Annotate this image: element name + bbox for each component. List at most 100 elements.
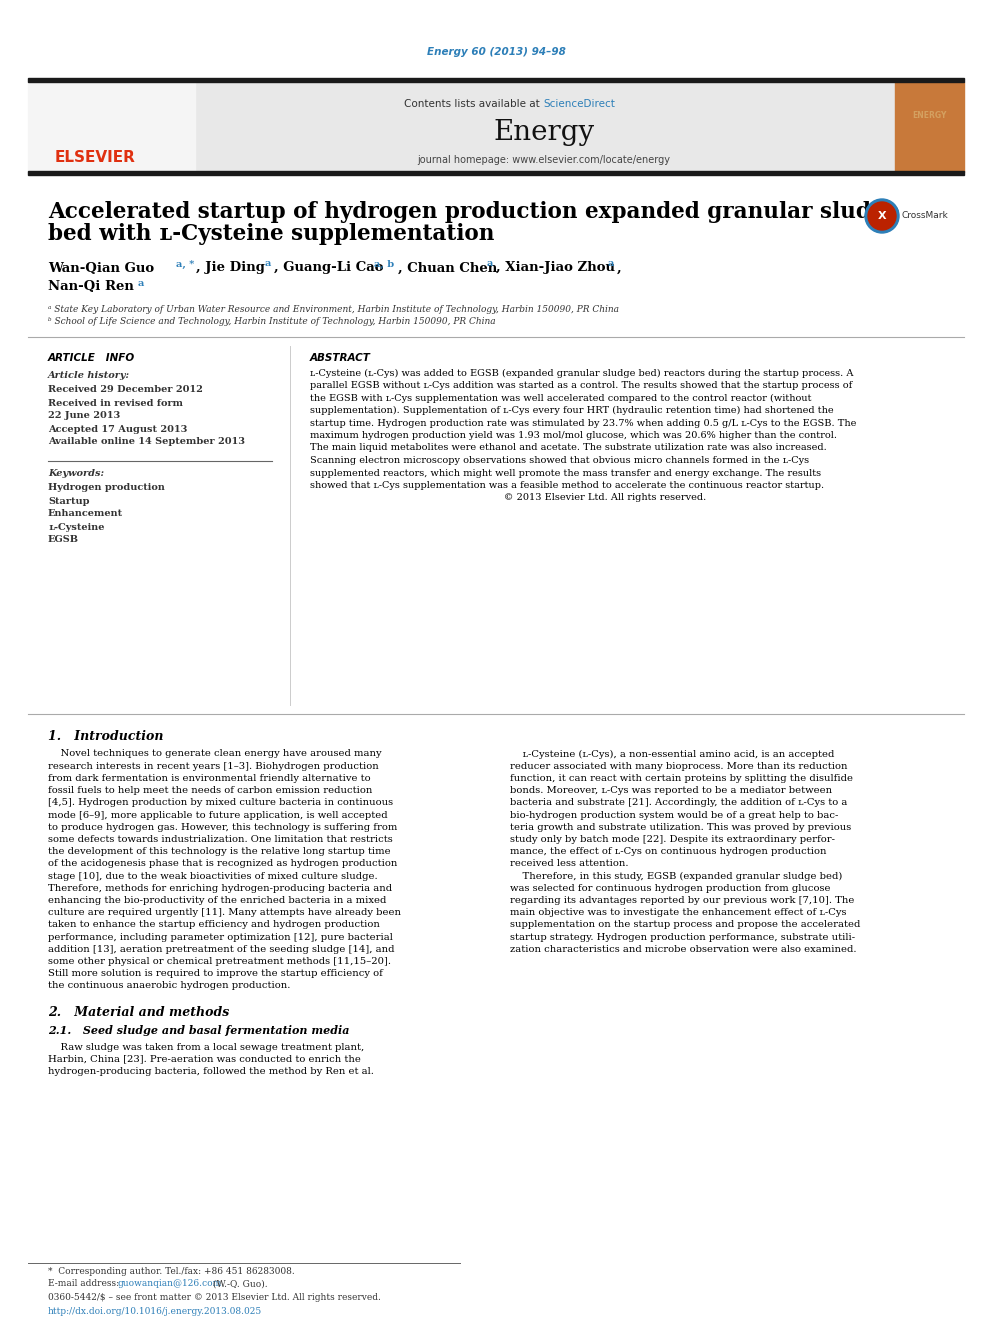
Text: ARTICLE   INFO: ARTICLE INFO	[48, 353, 135, 363]
Text: Therefore, methods for enriching hydrogen-producing bacteria and: Therefore, methods for enriching hydroge…	[48, 884, 392, 893]
Text: zation characteristics and microbe observation were also examined.: zation characteristics and microbe obser…	[510, 945, 856, 954]
Text: a, *: a, *	[176, 259, 194, 269]
Text: E-mail address:: E-mail address:	[48, 1279, 122, 1289]
Text: a, b: a, b	[374, 259, 394, 269]
Text: © 2013 Elsevier Ltd. All rights reserved.: © 2013 Elsevier Ltd. All rights reserved…	[310, 493, 706, 503]
Text: ʟ-Cysteine (ʟ-Cys) was added to EGSB (expanded granular sludge bed) reactors dur: ʟ-Cysteine (ʟ-Cys) was added to EGSB (ex…	[310, 368, 853, 377]
Text: a: a	[265, 259, 272, 269]
Text: of the acidogenesis phase that is recognized as hydrogen production: of the acidogenesis phase that is recogn…	[48, 860, 398, 868]
Text: supplementation). Supplementation of ʟ-Cys every four HRT (hydraulic retention t: supplementation). Supplementation of ʟ-C…	[310, 406, 833, 415]
Text: culture are required urgently [11]. Many attempts have already been: culture are required urgently [11]. Many…	[48, 908, 401, 917]
Circle shape	[868, 202, 896, 230]
Text: regarding its advantages reported by our previous work [7,10]. The: regarding its advantages reported by our…	[510, 896, 854, 905]
Text: journal homepage: www.elsevier.com/locate/energy: journal homepage: www.elsevier.com/locat…	[418, 155, 671, 165]
Text: study only by batch mode [22]. Despite its extraordinary perfor-: study only by batch mode [22]. Despite i…	[510, 835, 835, 844]
Text: a: a	[487, 259, 493, 269]
Text: (W.-Q. Guo).: (W.-Q. Guo).	[210, 1279, 268, 1289]
Text: Accepted 17 August 2013: Accepted 17 August 2013	[48, 425, 187, 434]
Text: a: a	[608, 259, 614, 269]
Text: http://dx.doi.org/10.1016/j.energy.2013.08.025: http://dx.doi.org/10.1016/j.energy.2013.…	[48, 1307, 262, 1315]
Text: Available online 14 September 2013: Available online 14 September 2013	[48, 438, 245, 446]
Text: CrossMark: CrossMark	[902, 212, 948, 221]
Text: the EGSB with ʟ-Cys supplementation was well accelerated compared to the control: the EGSB with ʟ-Cys supplementation was …	[310, 393, 811, 402]
Text: , Xian-Jiao Zhou: , Xian-Jiao Zhou	[496, 262, 620, 274]
Bar	[28, 78, 964, 82]
Text: reducer associated with many bioprocess. More than its reduction: reducer associated with many bioprocess.…	[510, 762, 847, 771]
Text: mode [6–9], more applicable to future application, is well accepted: mode [6–9], more applicable to future ap…	[48, 811, 388, 819]
Text: function, it can react with certain proteins by splitting the disulfide: function, it can react with certain prot…	[510, 774, 853, 783]
Text: Accelerated startup of hydrogen production expanded granular sludge: Accelerated startup of hydrogen producti…	[48, 201, 900, 224]
Text: taken to enhance the startup efficiency and hydrogen production: taken to enhance the startup efficiency …	[48, 921, 380, 929]
Text: ABSTRACT: ABSTRACT	[310, 353, 371, 363]
Text: bio-hydrogen production system would be of a great help to bac-: bio-hydrogen production system would be …	[510, 811, 838, 819]
Text: stage [10], due to the weak bioactivities of mixed culture sludge.: stage [10], due to the weak bioactivitie…	[48, 872, 378, 881]
Text: 0360-5442/$ – see front matter © 2013 Elsevier Ltd. All rights reserved.: 0360-5442/$ – see front matter © 2013 El…	[48, 1294, 381, 1303]
Text: 2.1.   Seed sludge and basal fermentation media: 2.1. Seed sludge and basal fermentation …	[48, 1024, 349, 1036]
Text: bacteria and substrate [21]. Accordingly, the addition of ʟ-Cys to a: bacteria and substrate [21]. Accordingly…	[510, 798, 847, 807]
Text: was selected for continuous hydrogen production from glucose: was selected for continuous hydrogen pro…	[510, 884, 830, 893]
Text: Energy 60 (2013) 94–98: Energy 60 (2013) 94–98	[427, 48, 565, 57]
Circle shape	[865, 198, 899, 233]
Text: bonds. Moreover, ʟ-Cys was reported to be a mediator between: bonds. Moreover, ʟ-Cys was reported to b…	[510, 786, 832, 795]
Text: startup strategy. Hydrogen production performance, substrate utili-: startup strategy. Hydrogen production pe…	[510, 933, 855, 942]
Text: 22 June 2013: 22 June 2013	[48, 411, 120, 421]
Text: ᵃ State Key Laboratory of Urban Water Resource and Environment, Harbin Institute: ᵃ State Key Laboratory of Urban Water Re…	[48, 304, 619, 314]
Text: from dark fermentation is environmental friendly alternative to: from dark fermentation is environmental …	[48, 774, 371, 783]
Text: *  Corresponding author. Tel./fax: +86 451 86283008.: * Corresponding author. Tel./fax: +86 45…	[48, 1267, 295, 1277]
Text: ELSEVIER: ELSEVIER	[55, 149, 136, 164]
Text: some other physical or chemical pretreatment methods [11,15–20].: some other physical or chemical pretreat…	[48, 957, 391, 966]
Text: mance, the effect of ʟ-Cys on continuous hydrogen production: mance, the effect of ʟ-Cys on continuous…	[510, 847, 826, 856]
Text: EGSB: EGSB	[48, 536, 79, 545]
Text: Received 29 December 2012: Received 29 December 2012	[48, 385, 203, 394]
Text: X: X	[878, 210, 886, 221]
Text: Therefore, in this study, EGSB (expanded granular sludge bed): Therefore, in this study, EGSB (expanded…	[510, 872, 842, 881]
Text: Enhancement: Enhancement	[48, 509, 123, 519]
Text: Contents lists available at: Contents lists available at	[404, 99, 543, 108]
Text: [4,5]. Hydrogen production by mixed culture bacteria in continuous: [4,5]. Hydrogen production by mixed cult…	[48, 798, 393, 807]
Text: maximum hydrogen production yield was 1.93 mol/mol glucose, which was 20.6% high: maximum hydrogen production yield was 1.…	[310, 431, 837, 441]
Text: ᵇ School of Life Science and Technology, Harbin Institute of Technology, Harbin : ᵇ School of Life Science and Technology,…	[48, 318, 496, 327]
Text: the continuous anaerobic hydrogen production.: the continuous anaerobic hydrogen produc…	[48, 982, 291, 991]
Text: , Chuan Chen: , Chuan Chen	[398, 262, 502, 274]
Text: performance, including parameter optimization [12], pure bacterial: performance, including parameter optimiz…	[48, 933, 393, 942]
Text: Hydrogen production: Hydrogen production	[48, 483, 165, 492]
Text: supplemented reactors, which might well promote the mass transfer and energy exc: supplemented reactors, which might well …	[310, 468, 821, 478]
Text: research interests in recent years [1–3]. Biohydrogen production: research interests in recent years [1–3]…	[48, 762, 379, 771]
Text: 2.   Material and methods: 2. Material and methods	[48, 1005, 229, 1019]
Bar	[895, 82, 964, 172]
Text: main objective was to investigate the enhancement effect of ʟ-Cys: main objective was to investigate the en…	[510, 908, 846, 917]
Text: guowanqian@126.com: guowanqian@126.com	[118, 1279, 222, 1289]
Text: startup time. Hydrogen production rate was stimulated by 23.7% when adding 0.5 g: startup time. Hydrogen production rate w…	[310, 418, 856, 427]
Text: ScienceDirect: ScienceDirect	[543, 99, 615, 108]
Text: , Jie Ding: , Jie Ding	[196, 262, 270, 274]
Text: ʟ-Cysteine: ʟ-Cysteine	[48, 523, 104, 532]
Bar	[28, 82, 195, 172]
Text: ENERGY: ENERGY	[912, 111, 946, 119]
Text: a: a	[138, 279, 145, 287]
Bar	[28, 171, 964, 175]
Text: ʟ-Cysteine (ʟ-Cys), a non-essential amino acid, is an accepted: ʟ-Cysteine (ʟ-Cys), a non-essential amin…	[510, 749, 834, 758]
Text: , Guang-Li Cao: , Guang-Li Cao	[274, 262, 388, 274]
Text: showed that ʟ-Cys supplementation was a feasible method to accelerate the contin: showed that ʟ-Cys supplementation was a …	[310, 482, 824, 490]
Text: some defects towards industrialization. One limitation that restricts: some defects towards industrialization. …	[48, 835, 393, 844]
Text: the development of this technology is the relative long startup time: the development of this technology is th…	[48, 847, 391, 856]
Text: received less attention.: received less attention.	[510, 860, 629, 868]
Text: Wan-Qian Guo: Wan-Qian Guo	[48, 262, 159, 274]
Text: bed with ʟ-Cysteine supplementation: bed with ʟ-Cysteine supplementation	[48, 224, 494, 245]
Text: Keywords:: Keywords:	[48, 470, 104, 479]
Text: teria growth and substrate utilization. This was proved by previous: teria growth and substrate utilization. …	[510, 823, 851, 832]
Text: Energy: Energy	[493, 119, 594, 147]
Text: Novel techniques to generate clean energy have aroused many: Novel techniques to generate clean energ…	[48, 750, 382, 758]
Text: 1.   Introduction: 1. Introduction	[48, 729, 164, 742]
Text: Harbin, China [23]. Pre-aeration was conducted to enrich the: Harbin, China [23]. Pre-aeration was con…	[48, 1054, 361, 1064]
Text: enhancing the bio-productivity of the enriched bacteria in a mixed: enhancing the bio-productivity of the en…	[48, 896, 386, 905]
Text: hydrogen-producing bacteria, followed the method by Ren et al.: hydrogen-producing bacteria, followed th…	[48, 1066, 374, 1076]
Text: addition [13], aeration pretreatment of the seeding sludge [14], and: addition [13], aeration pretreatment of …	[48, 945, 395, 954]
Text: supplementation on the startup process and propose the accelerated: supplementation on the startup process a…	[510, 921, 860, 929]
Text: ,: ,	[617, 262, 622, 274]
Text: Startup: Startup	[48, 496, 89, 505]
Text: parallel EGSB without ʟ-Cys addition was started as a control. The results showe: parallel EGSB without ʟ-Cys addition was…	[310, 381, 852, 390]
Text: Raw sludge was taken from a local sewage treatment plant,: Raw sludge was taken from a local sewage…	[48, 1043, 364, 1052]
Text: The main liquid metabolites were ethanol and acetate. The substrate utilization : The main liquid metabolites were ethanol…	[310, 443, 826, 452]
Text: Scanning electron microscopy observations showed that obvious micro channels for: Scanning electron microscopy observation…	[310, 456, 809, 464]
